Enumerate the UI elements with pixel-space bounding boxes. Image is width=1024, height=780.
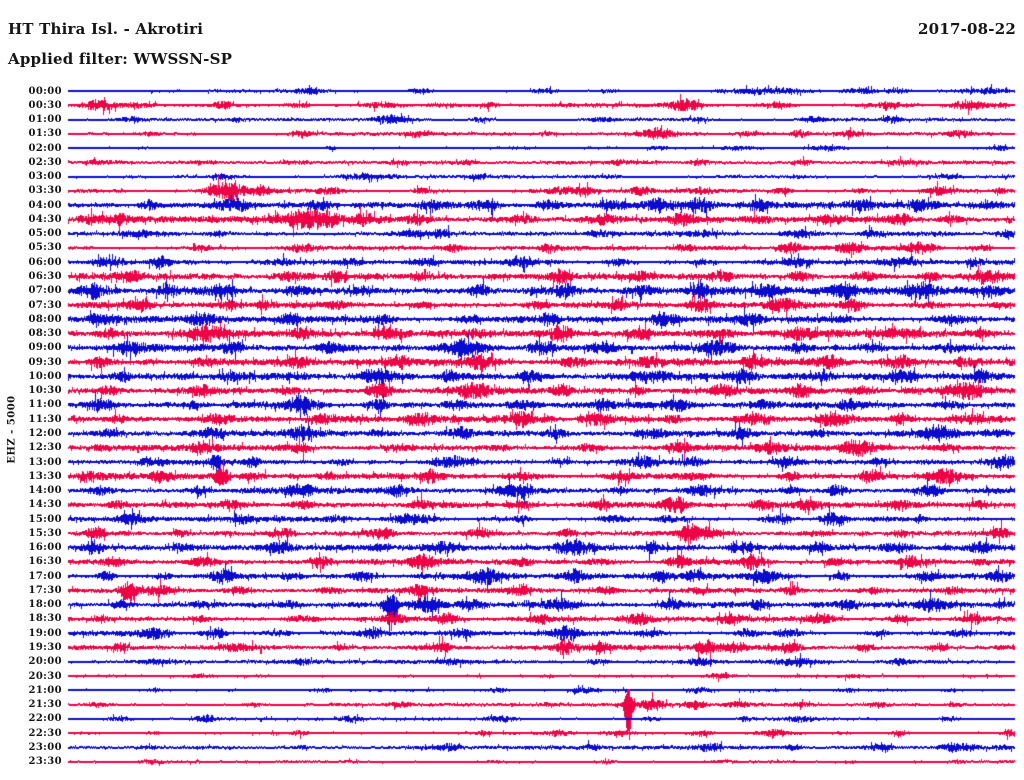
time-label-07:00: 07:00 xyxy=(28,285,62,297)
applied-filter-label: Applied filter: WWSSN-SP xyxy=(8,50,233,68)
time-label-20:00: 20:00 xyxy=(28,656,62,668)
time-label-23:00: 23:00 xyxy=(28,741,62,753)
time-label-21:30: 21:30 xyxy=(28,699,62,711)
time-label-16:00: 16:00 xyxy=(28,542,62,554)
time-label-16:30: 16:30 xyxy=(28,556,62,568)
time-label-01:30: 01:30 xyxy=(28,128,62,140)
time-label-07:30: 07:30 xyxy=(28,299,62,311)
time-label-22:30: 22:30 xyxy=(28,727,62,739)
time-label-09:00: 09:00 xyxy=(28,342,62,354)
time-label-02:30: 02:30 xyxy=(28,156,62,168)
time-label-10:30: 10:30 xyxy=(28,385,62,397)
time-label-10:00: 10:00 xyxy=(28,370,62,382)
time-label-19:00: 19:00 xyxy=(28,627,62,639)
time-label-17:30: 17:30 xyxy=(28,584,62,596)
time-label-17:00: 17:00 xyxy=(28,570,62,582)
time-label-04:30: 04:30 xyxy=(28,213,62,225)
time-label-03:30: 03:30 xyxy=(28,185,62,197)
time-label-05:30: 05:30 xyxy=(28,242,62,254)
time-label-21:00: 21:00 xyxy=(28,684,62,696)
date-label: 2017-08-22 xyxy=(918,20,1016,38)
time-label-22:00: 22:00 xyxy=(28,713,62,725)
time-label-06:30: 06:30 xyxy=(28,271,62,282)
time-label-09:30: 09:30 xyxy=(28,356,62,368)
time-label-12:00: 12:00 xyxy=(28,427,62,439)
time-label-04:00: 04:00 xyxy=(28,199,62,211)
time-label-03:00: 03:00 xyxy=(28,171,62,183)
time-label-12:30: 12:30 xyxy=(28,442,62,454)
time-label-15:30: 15:30 xyxy=(28,527,62,539)
time-label-18:30: 18:30 xyxy=(28,613,62,625)
time-label-19:30: 19:30 xyxy=(28,642,62,654)
time-label-15:00: 15:00 xyxy=(28,513,62,525)
time-label-14:30: 14:30 xyxy=(28,499,62,511)
time-label-20:30: 20:30 xyxy=(28,670,62,682)
time-label-01:00: 01:00 xyxy=(28,114,62,126)
time-label-11:00: 11:00 xyxy=(28,399,62,411)
time-label-00:00: 00:00 xyxy=(28,85,62,97)
station-title: HT Thira Isl. - Akrotiri xyxy=(8,20,204,38)
time-label-08:30: 08:30 xyxy=(28,328,62,340)
time-label-23:30: 23:30 xyxy=(28,756,62,768)
time-label-14:00: 14:00 xyxy=(28,485,62,497)
time-label-11:30: 11:30 xyxy=(28,413,62,425)
time-label-02:00: 02:00 xyxy=(28,142,62,154)
time-label-18:00: 18:00 xyxy=(28,599,62,611)
time-label-05:00: 05:00 xyxy=(28,228,62,240)
time-label-06:00: 06:00 xyxy=(28,256,62,268)
time-label-13:00: 13:00 xyxy=(28,456,62,468)
time-label-00:30: 00:30 xyxy=(28,99,62,111)
time-label-13:30: 13:30 xyxy=(28,470,62,482)
time-label-08:00: 08:00 xyxy=(28,313,62,325)
